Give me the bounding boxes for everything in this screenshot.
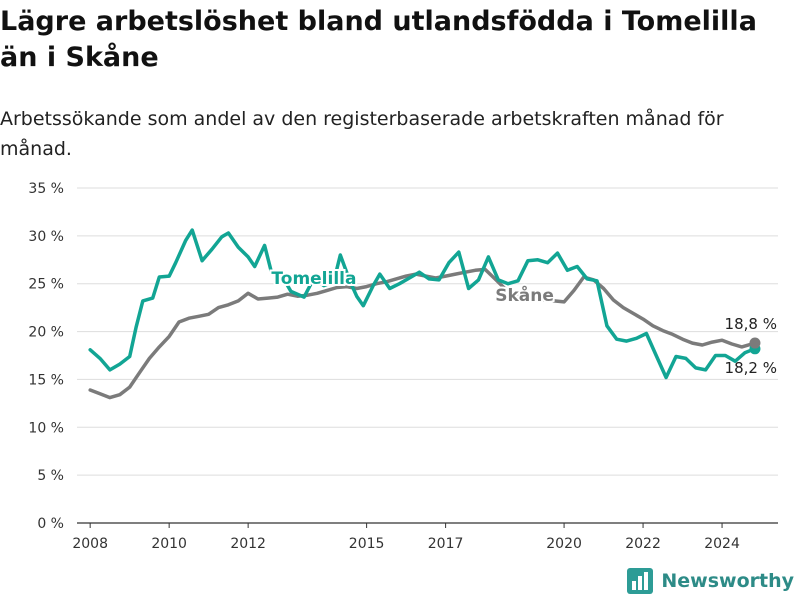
y-tick-label: 35 % [28, 181, 64, 197]
y-tick-label: 20 % [28, 325, 64, 341]
x-tick-label: 2015 [349, 536, 385, 550]
y-tick-label: 5 % [37, 468, 64, 484]
x-tick-label: 2024 [704, 536, 740, 550]
series-labels: Tomelilla Skåne 18,2 % 18,8 % [269, 267, 777, 377]
skane-end-value: 18,8 % [725, 315, 777, 333]
y-tick-label: 30 % [28, 229, 64, 245]
bar-chart-logo-icon [627, 568, 654, 594]
x-tick-label: 2012 [230, 536, 266, 550]
y-tick-label: 25 % [28, 277, 64, 293]
tomelilla-end-value: 18,2 % [725, 359, 777, 377]
y-tick-label: 15 % [28, 372, 64, 388]
line-chart: 0 %5 %10 %15 %20 %25 %30 %35 % 2008 2010 2… [28, 181, 778, 550]
tomelilla-line [88, 228, 757, 380]
x-tick-label: 2020 [546, 536, 582, 550]
x-axis: 2008 2010 2012 2015 2017 2020 2022 2024 [72, 523, 740, 550]
grid-lines [77, 187, 778, 524]
x-tick-label: 2008 [72, 536, 108, 550]
y-tick-label: 10 % [28, 420, 64, 436]
y-axis-tick-labels: 0 % 5 % 10 % 15 % 20 % 25 % 30 % 35 % [28, 181, 64, 532]
tomelilla-series-label: Tomelilla [271, 269, 356, 289]
x-tick-label: 2022 [625, 536, 661, 550]
series-lines [88, 228, 757, 400]
skane-series-label: Skåne [495, 284, 554, 306]
x-tick-label: 2017 [428, 536, 464, 550]
chart-subtitle: Arbetssökande som andel av den registerb… [0, 108, 724, 160]
brand-name: Newsworthy [661, 570, 794, 592]
y-tick-label: 0 % [37, 516, 64, 532]
skane-line [88, 267, 757, 400]
skane-end-marker [749, 337, 761, 349]
newsworthy-brand: Newsworthy [627, 568, 794, 594]
x-tick-label: 2010 [151, 536, 187, 550]
chart-title: Lägre arbetslöshet bland utlandsfödda i … [0, 6, 757, 73]
